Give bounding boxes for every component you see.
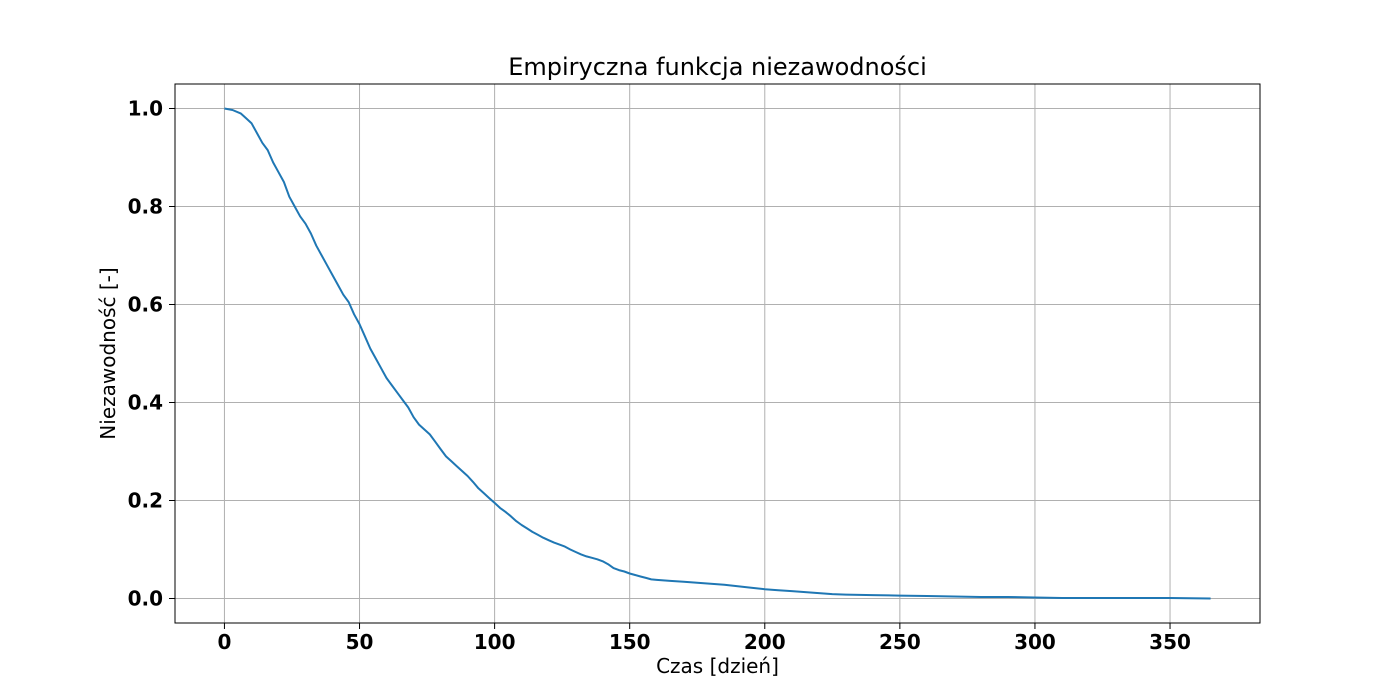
x-tick-label: 50 bbox=[346, 630, 374, 654]
chart-title: Empiryczna funkcja niezawodności bbox=[508, 53, 927, 81]
x-tick-label: 350 bbox=[1149, 630, 1191, 654]
y-tick-label: 0.2 bbox=[128, 489, 163, 513]
x-tick-label: 150 bbox=[609, 630, 651, 654]
y-tick-label: 0.6 bbox=[128, 293, 163, 317]
y-tick-label: 0.8 bbox=[128, 195, 163, 219]
y-axis-label: Niezawodność [-] bbox=[96, 267, 120, 439]
x-tick-label: 200 bbox=[744, 630, 786, 654]
grid bbox=[175, 84, 1260, 623]
x-tick-label: 300 bbox=[1014, 630, 1056, 654]
ticks: 0 50 100 150 200 250 300 350 0.0 0.2 0.4 0.6 0.8 1.0 bbox=[128, 97, 1191, 655]
x-tick-label: 0 bbox=[217, 630, 231, 654]
y-tick-label: 1.0 bbox=[128, 97, 163, 121]
x-axis-label: Czas [dzień] bbox=[656, 654, 779, 678]
reliability-curve bbox=[224, 107, 1211, 600]
y-tick-label: 0.4 bbox=[128, 391, 163, 415]
x-tick-label: 100 bbox=[474, 630, 516, 654]
plot-frame bbox=[174, 83, 1261, 624]
x-tick-label: 250 bbox=[879, 630, 921, 654]
y-tick-label: 0.0 bbox=[128, 587, 163, 611]
